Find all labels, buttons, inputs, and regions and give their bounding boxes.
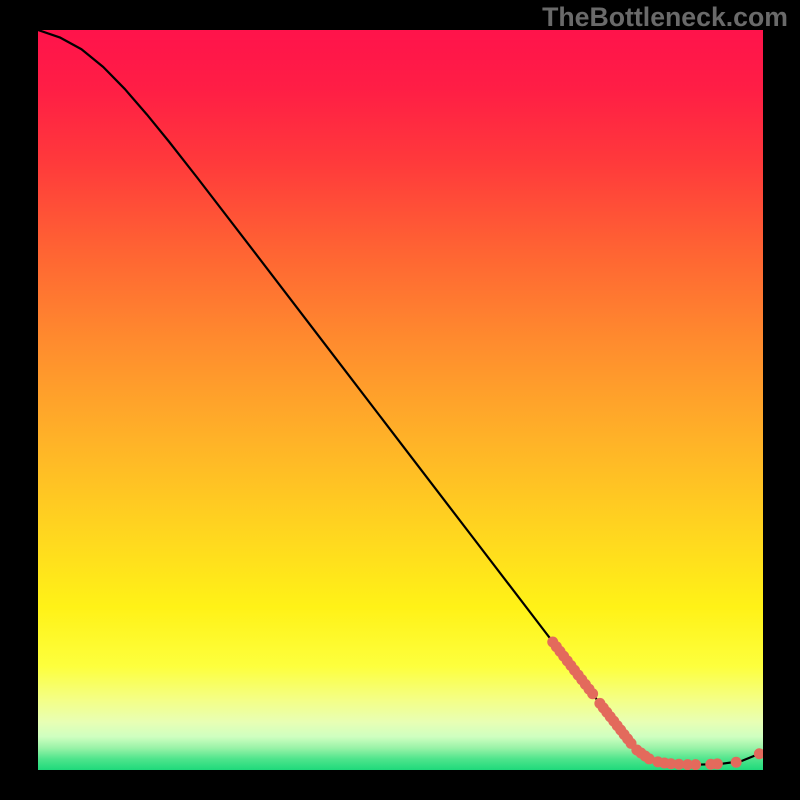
watermark-label: TheBottleneck.com <box>542 2 788 33</box>
data-marker <box>690 759 701 770</box>
data-marker <box>712 758 723 769</box>
gradient-background <box>38 30 763 770</box>
chart-svg <box>38 30 763 770</box>
data-marker <box>731 757 742 768</box>
chart-frame: TheBottleneck.com <box>0 0 800 800</box>
plot-area <box>38 30 763 770</box>
data-marker <box>587 688 598 699</box>
